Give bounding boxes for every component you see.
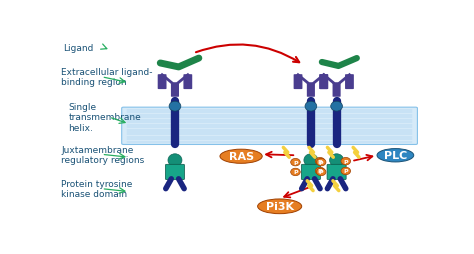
Text: P: P [293, 160, 298, 165]
Text: PLC: PLC [384, 151, 407, 161]
FancyBboxPatch shape [333, 83, 341, 97]
Ellipse shape [331, 102, 343, 112]
Ellipse shape [291, 159, 300, 166]
Text: P: P [319, 170, 323, 175]
Text: Extracellular ligand-
binding region: Extracellular ligand- binding region [61, 68, 153, 87]
FancyBboxPatch shape [165, 165, 184, 180]
Text: P: P [293, 170, 298, 175]
Ellipse shape [329, 154, 344, 167]
Ellipse shape [315, 168, 325, 175]
FancyBboxPatch shape [301, 165, 320, 180]
Ellipse shape [257, 199, 301, 214]
Ellipse shape [341, 168, 351, 175]
Text: P: P [319, 160, 323, 165]
Text: P: P [344, 159, 348, 164]
FancyBboxPatch shape [171, 83, 179, 97]
Ellipse shape [315, 158, 325, 165]
Ellipse shape [291, 169, 300, 176]
FancyBboxPatch shape [158, 75, 166, 90]
FancyArrowPatch shape [196, 45, 299, 63]
Ellipse shape [220, 150, 262, 164]
Text: Single
transmembrane
helix.: Single transmembrane helix. [68, 103, 141, 132]
FancyBboxPatch shape [319, 75, 328, 90]
Text: P: P [318, 169, 322, 174]
Text: Protein tyrosine
kinase domain: Protein tyrosine kinase domain [61, 179, 132, 199]
Ellipse shape [341, 158, 351, 165]
Text: RAS: RAS [228, 152, 254, 162]
Ellipse shape [169, 102, 181, 112]
Text: Pi3K: Pi3K [265, 201, 294, 212]
Text: P: P [344, 169, 348, 174]
FancyBboxPatch shape [122, 108, 418, 145]
Ellipse shape [316, 159, 326, 166]
FancyBboxPatch shape [319, 75, 328, 90]
Ellipse shape [168, 154, 182, 167]
Ellipse shape [305, 102, 317, 112]
Ellipse shape [316, 169, 326, 176]
FancyBboxPatch shape [183, 75, 192, 90]
FancyBboxPatch shape [307, 83, 315, 97]
Ellipse shape [377, 149, 414, 162]
Text: P: P [318, 159, 322, 164]
FancyBboxPatch shape [327, 165, 346, 180]
Text: Juxtamembrane
regulatory regions: Juxtamembrane regulatory regions [61, 145, 145, 164]
FancyBboxPatch shape [345, 75, 354, 90]
FancyBboxPatch shape [293, 75, 302, 90]
Text: Ligand: Ligand [63, 44, 93, 53]
Ellipse shape [304, 154, 318, 167]
